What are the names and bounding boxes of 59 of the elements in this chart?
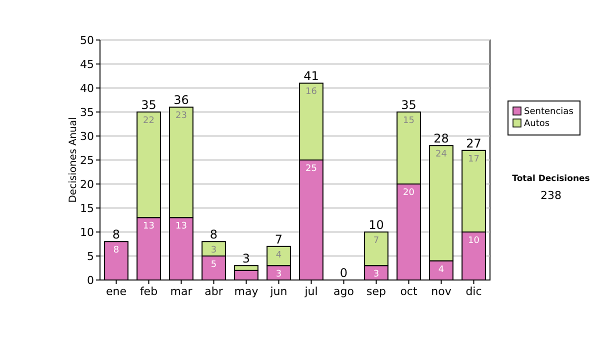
- total-label: 35: [401, 98, 416, 112]
- y-axis-title: Decisiones Anual: [68, 117, 79, 203]
- y-tick-label: 50: [80, 34, 94, 47]
- data-label: 20: [403, 188, 415, 198]
- data-label: 23: [176, 111, 187, 122]
- x-tick-label: feb: [140, 285, 158, 298]
- data-label: 24: [436, 150, 448, 160]
- data-label: 4: [438, 264, 444, 275]
- y-tick-label: 5: [87, 250, 94, 263]
- y-tick-label: 15: [80, 202, 94, 215]
- x-tick-label: ago: [334, 285, 354, 298]
- x-tick-label: oct: [400, 285, 418, 298]
- data-label: 10: [468, 236, 480, 246]
- y-tick-label: 45: [80, 58, 94, 71]
- data-label: 8: [113, 246, 120, 256]
- total-label: 35: [141, 98, 156, 112]
- y-tick-label: 25: [80, 154, 94, 167]
- data-label: 7: [373, 236, 380, 246]
- data-label: 3: [210, 246, 217, 256]
- total-label: 41: [304, 69, 319, 84]
- y-tick-label: 30: [80, 130, 94, 143]
- data-label: 16: [306, 87, 318, 98]
- data-label: 17: [468, 154, 480, 164]
- x-tick-label: dic: [466, 285, 482, 298]
- x-tick-label: abr: [204, 285, 224, 298]
- x-tick-label: mar: [170, 285, 193, 298]
- y-tick-label: 40: [80, 82, 94, 95]
- data-label: 4: [276, 250, 282, 260]
- total-label: 8: [210, 228, 218, 242]
- y-tick-label: 35: [80, 106, 94, 119]
- data-label: 13: [143, 222, 154, 232]
- total-label: 36: [174, 93, 189, 108]
- x-tick-label: jul: [304, 285, 318, 298]
- text: Total Decisiones: [512, 174, 590, 184]
- total-label: 3: [242, 252, 250, 266]
- legend-label: Sentencias: [524, 107, 574, 118]
- total-label: 0: [340, 266, 348, 280]
- total-label: 28: [434, 132, 449, 146]
- data-label: 15: [403, 116, 414, 126]
- data-label: 22: [143, 116, 154, 126]
- data-label: 13: [176, 222, 187, 232]
- data-label: 3: [373, 270, 380, 280]
- x-tick-label: ene: [106, 285, 127, 298]
- total-label: 27: [466, 136, 482, 150]
- legend-label: Autos: [524, 119, 550, 130]
- text: 238: [540, 189, 562, 202]
- x-tick-label: sep: [366, 285, 386, 298]
- y-tick-label: 10: [80, 226, 94, 239]
- x-tick-label: may: [234, 285, 259, 298]
- total-label: 10: [368, 218, 384, 232]
- data-label: 25: [306, 164, 317, 174]
- data-label: 5: [210, 260, 217, 270]
- data-label: 3: [276, 270, 282, 280]
- y-tick-label: 20: [80, 178, 94, 191]
- y-tick-label: 0: [87, 274, 94, 287]
- total-label: 8: [112, 228, 120, 242]
- x-tick-label: nov: [431, 285, 452, 298]
- x-tick-label: jun: [269, 285, 288, 298]
- total-label: 7: [274, 232, 283, 246]
